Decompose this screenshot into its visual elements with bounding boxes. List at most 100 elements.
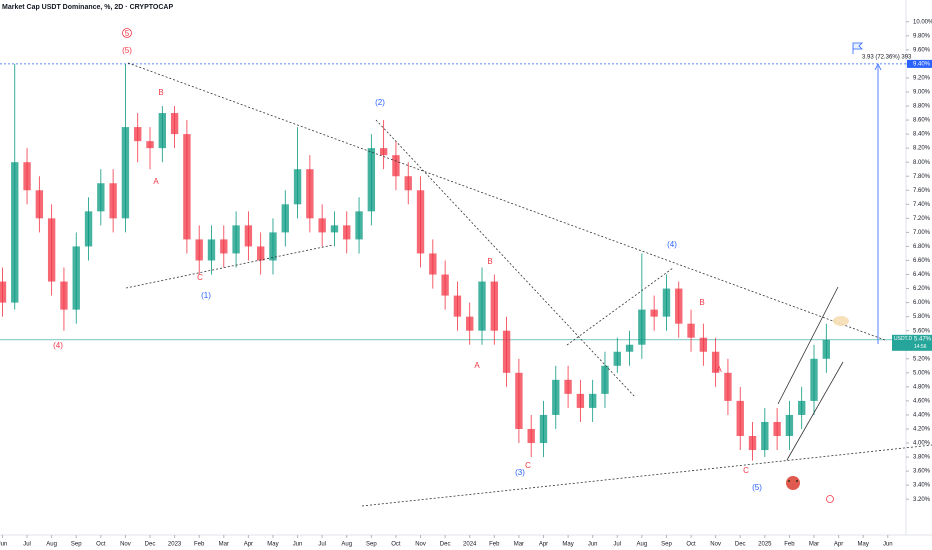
candle-body xyxy=(318,218,326,233)
marker-icon xyxy=(826,495,834,503)
candle-body xyxy=(785,414,794,437)
candle-body xyxy=(736,400,744,437)
trend-lines xyxy=(125,62,932,507)
candle-body xyxy=(478,281,486,331)
x-tick-label: Sep xyxy=(71,542,82,548)
trend-line xyxy=(375,119,636,398)
y-tick-label: 3.20% xyxy=(913,497,931,503)
x-tick-label: Mar xyxy=(219,542,229,548)
candle-body xyxy=(687,323,695,338)
candle-body xyxy=(613,351,621,366)
candle-body xyxy=(515,372,523,429)
y-tick-label: 8.60% xyxy=(913,118,931,124)
marks xyxy=(0,63,906,461)
candle-body xyxy=(601,365,609,394)
candle-body xyxy=(183,134,191,240)
candle-body xyxy=(675,288,683,324)
y-tick-label: 6.40% xyxy=(913,272,931,278)
y-tick-label: 8.40% xyxy=(913,132,931,138)
candle-body xyxy=(256,246,265,261)
x-tick-label: 2023 xyxy=(168,542,182,548)
candle-body xyxy=(527,428,535,444)
flag-icon xyxy=(852,42,863,54)
candle-body xyxy=(466,316,474,331)
wave-label: B xyxy=(699,298,704,307)
measure-label: 3.93 (72.36%) 393 xyxy=(862,55,912,61)
x-tick-label: Jul xyxy=(613,542,621,548)
candle-body xyxy=(343,225,351,240)
candle-body xyxy=(72,246,80,310)
y-tick-label: 3.80% xyxy=(913,455,931,461)
y-tick-label: 4.80% xyxy=(913,384,931,390)
channel-line xyxy=(777,286,839,405)
x-tick-label: Jun xyxy=(0,542,7,548)
candle-body xyxy=(429,253,437,275)
wave-label: C xyxy=(197,273,203,282)
x-tick-label: Aug xyxy=(46,542,57,548)
candle-body xyxy=(158,113,166,149)
candle-body xyxy=(404,176,412,191)
y-tick-label: 6.60% xyxy=(913,258,931,264)
candle-body xyxy=(146,141,154,149)
x-tick-label: Dec xyxy=(440,542,451,548)
y-tick-label: 8.80% xyxy=(913,104,931,110)
x-tick-label: Oct xyxy=(391,542,401,548)
x-tick-label: Sep xyxy=(661,542,672,548)
x-tick-label: Jun xyxy=(293,542,303,548)
chart-title: Market Cap USDT Dominance, %, 2D · CRYPT… xyxy=(2,4,173,11)
candle-body xyxy=(60,281,68,310)
trend-line xyxy=(566,267,674,346)
x-tick-label: 2025 xyxy=(758,542,772,548)
y-tick-label: 6.80% xyxy=(913,244,931,250)
y-tick-label: 10.00% xyxy=(913,19,932,25)
candle-body xyxy=(564,379,572,394)
y-tick-label: 9.00% xyxy=(913,90,931,96)
candle-body xyxy=(97,183,105,212)
candle-body xyxy=(576,393,585,408)
x-tick-label: Nov xyxy=(120,542,131,548)
candle-body xyxy=(35,190,44,219)
candle-body xyxy=(748,436,757,451)
x-tick-label: May xyxy=(562,542,573,548)
candle-body xyxy=(662,288,671,317)
x-tick-label: Jul xyxy=(23,542,31,548)
candle-body xyxy=(638,309,646,345)
candle-body xyxy=(11,162,19,303)
candle-body xyxy=(232,225,240,254)
candle-body xyxy=(220,239,228,254)
x-tick-label: Aug xyxy=(341,542,352,548)
x-tick-label: Jun xyxy=(588,542,598,548)
x-tick-label: 2024 xyxy=(463,542,477,548)
y-tick-label: 3.60% xyxy=(913,469,931,475)
wave-label: (5) xyxy=(752,483,762,492)
candle-body xyxy=(392,155,400,177)
y-tick-label: 4.20% xyxy=(913,427,931,433)
candle-body xyxy=(281,204,289,233)
candle-body xyxy=(699,337,708,352)
candle-body xyxy=(416,190,425,254)
trend-line xyxy=(125,244,334,289)
y-tick-label: 9.60% xyxy=(913,47,931,53)
y-tick-label: 5.80% xyxy=(913,314,931,320)
candle-body xyxy=(23,162,31,191)
y-tick-label: 7.00% xyxy=(913,230,931,236)
y-tick-label: 4.00% xyxy=(913,441,931,447)
y-tick-label: 6.20% xyxy=(913,286,931,292)
x-tick-label: May xyxy=(267,542,278,548)
x-tick-label: Nov xyxy=(415,542,426,548)
candle-body xyxy=(134,127,142,142)
y-tick-label: 9.80% xyxy=(913,33,931,39)
x-tick-label: Oct xyxy=(686,542,696,548)
candle-body xyxy=(207,239,216,261)
wave-label: (1) xyxy=(201,291,211,300)
channel xyxy=(777,286,844,461)
candle-body xyxy=(244,225,253,247)
wave-label: (4) xyxy=(53,341,63,350)
last-price-tag xyxy=(892,334,932,351)
x-tick-label: Jun xyxy=(883,542,893,548)
channel-line xyxy=(786,361,844,461)
candle-body xyxy=(355,211,363,240)
candle-body xyxy=(170,113,179,135)
x-tick-label: Dec xyxy=(735,542,746,548)
